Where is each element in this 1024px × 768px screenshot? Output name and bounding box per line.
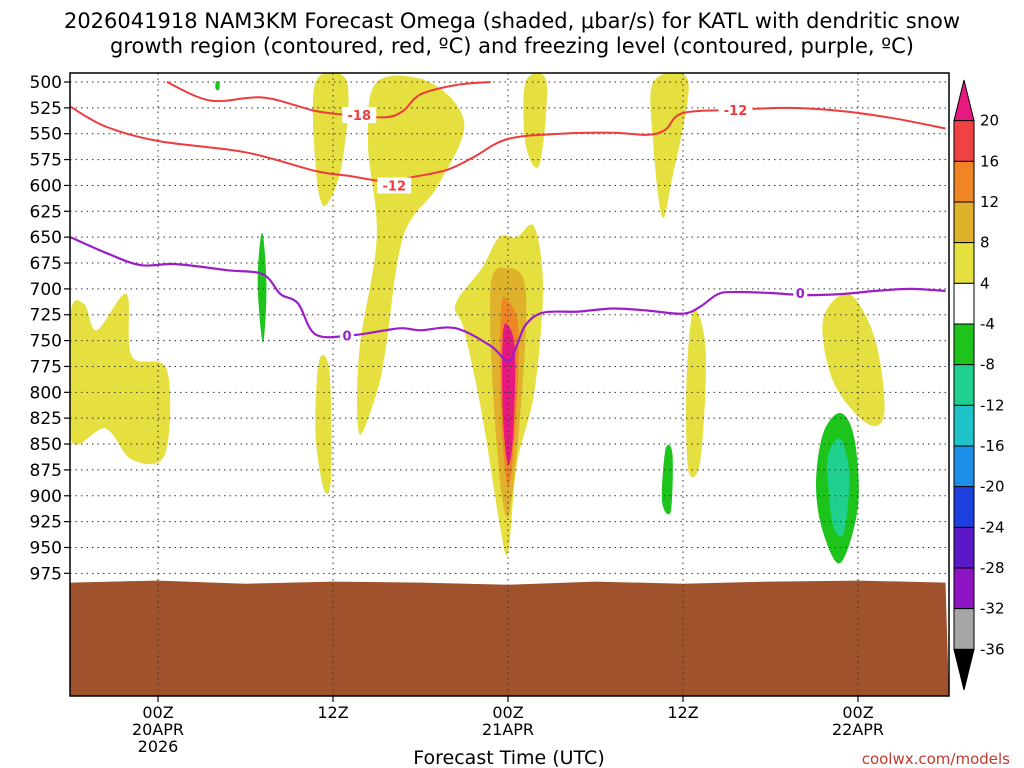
contour-label-bg: [718, 101, 753, 118]
y-tick-label: 575: [30, 151, 62, 171]
colorbar-swatch: [953, 486, 975, 528]
omega-region: [650, 73, 689, 219]
colorbar-level-label: -32: [980, 600, 1005, 618]
colorbar-swatch: [953, 120, 975, 162]
y-tick-label: 600: [30, 176, 62, 196]
y-tick-label: 700: [30, 280, 62, 300]
omega-region: [822, 293, 885, 427]
colorbar-level-label: 8: [980, 234, 990, 252]
omega-region: [70, 294, 171, 465]
y-tick-label: 900: [30, 487, 62, 507]
contour-label-bg: [342, 107, 377, 124]
colorbar-level-label: -4: [980, 315, 995, 333]
omega-region: [523, 73, 547, 168]
colorbar-swatch: [953, 567, 975, 610]
omega-region: [257, 232, 267, 343]
y-tick-label: 550: [30, 125, 62, 145]
contour-label-bg: [793, 285, 808, 302]
omega-colorbar: 20 16 12 8 4 -4 -8 -12 -16 -20 -24 -28 -32 -36: [953, 79, 1005, 691]
y-tick-label: 950: [30, 538, 62, 558]
colorbar-swatch: [953, 526, 975, 569]
colorbar-level-label: -20: [980, 478, 1005, 496]
colorbar-level-label: 12: [980, 193, 999, 211]
chart-title-line2: growth region (contoured, red, ºC) and f…: [110, 34, 914, 58]
x-axis-label: Forecast Time (UTC): [413, 747, 604, 768]
colorbar-swatch: [953, 404, 975, 447]
colorbar-level-label: 20: [980, 112, 999, 130]
omega-region: [827, 438, 850, 537]
x-tick-label: 00Z: [492, 703, 523, 722]
dgz-contour-label: -18: [348, 109, 372, 124]
colorbar-level-label: -28: [980, 559, 1005, 577]
x-tick-label: 2026: [138, 737, 179, 756]
x-tick-label: 22APR: [832, 720, 884, 739]
y-tick-label: 725: [30, 306, 62, 326]
dgz-contour-label: -12: [724, 104, 748, 119]
omega-region: [357, 75, 465, 435]
colorbar-swatch: [953, 79, 975, 122]
colorbar-swatch: [953, 242, 975, 284]
terrain-layer: [70, 580, 949, 696]
y-tick-label: 525: [30, 99, 62, 119]
colorbar-swatch: [953, 282, 975, 325]
colorbar-swatch: [953, 364, 975, 406]
dgz-contour-label: -12: [383, 179, 407, 194]
x-tick-label: 00Z: [842, 703, 873, 722]
omega-region: [315, 354, 332, 495]
pressure-axis: 500 525 550 575 600 625 650 675 700 725 750 775 800 8…: [30, 73, 70, 584]
x-tick-label: 20APR: [132, 720, 184, 739]
colorbar-swatch: [953, 445, 975, 488]
terrain-fill: [70, 580, 949, 696]
dgz-contour-line: [70, 105, 946, 183]
colorbar-level-label: -24: [980, 518, 1005, 536]
y-tick-label: 675: [30, 254, 62, 274]
colorbar-level-label: -36: [980, 640, 1005, 658]
omega-region: [686, 308, 707, 478]
colorbar-level-label: -16: [980, 437, 1005, 455]
y-tick-label: 925: [30, 513, 62, 533]
colorbar-level-label: 16: [980, 152, 999, 170]
freezing-level-line: [70, 236, 946, 363]
y-tick-label: 800: [30, 383, 62, 403]
y-tick-label: 775: [30, 357, 62, 377]
colorbar-level-label: 4: [980, 274, 990, 292]
x-tick-label: 12Z: [317, 703, 348, 722]
colorbar-swatch: [953, 648, 975, 691]
y-tick-label: 825: [30, 409, 62, 429]
y-tick-label: 850: [30, 435, 62, 455]
contour-label-bg: [340, 327, 354, 344]
x-tick-label: 21APR: [482, 720, 534, 739]
contour-layer: -18 -12 -12 0 0: [70, 81, 946, 363]
colorbar-swatch: [953, 160, 975, 203]
omega-region: [661, 444, 673, 515]
colorbar-level-label: -12: [980, 396, 1005, 414]
x-tick-label: 12Z: [667, 703, 698, 722]
freezing-level-label: 0: [342, 329, 351, 344]
x-tick-label: 00Z: [142, 703, 173, 722]
y-tick-label: 500: [30, 73, 62, 93]
y-tick-label: 875: [30, 461, 62, 481]
colorbar-swatch: [953, 201, 975, 244]
freezing-level-label: 0: [796, 287, 805, 302]
colorbar-swatch: [953, 323, 975, 366]
chart-title-line1: 2026041918 NAM3KM Forecast Omega (shaded…: [64, 9, 960, 33]
y-tick-label: 975: [30, 564, 62, 584]
y-tick-label: 750: [30, 332, 62, 352]
colorbar-level-label: -8: [980, 356, 995, 374]
omega-region: [215, 81, 220, 91]
plot-frame: [69, 72, 950, 697]
colorbar-swatch: [953, 608, 975, 650]
credit-text: coolwx.com/models: [862, 750, 1010, 768]
y-tick-label: 650: [30, 228, 62, 248]
contour-label-bg: [377, 177, 412, 194]
y-tick-label: 625: [30, 202, 62, 222]
